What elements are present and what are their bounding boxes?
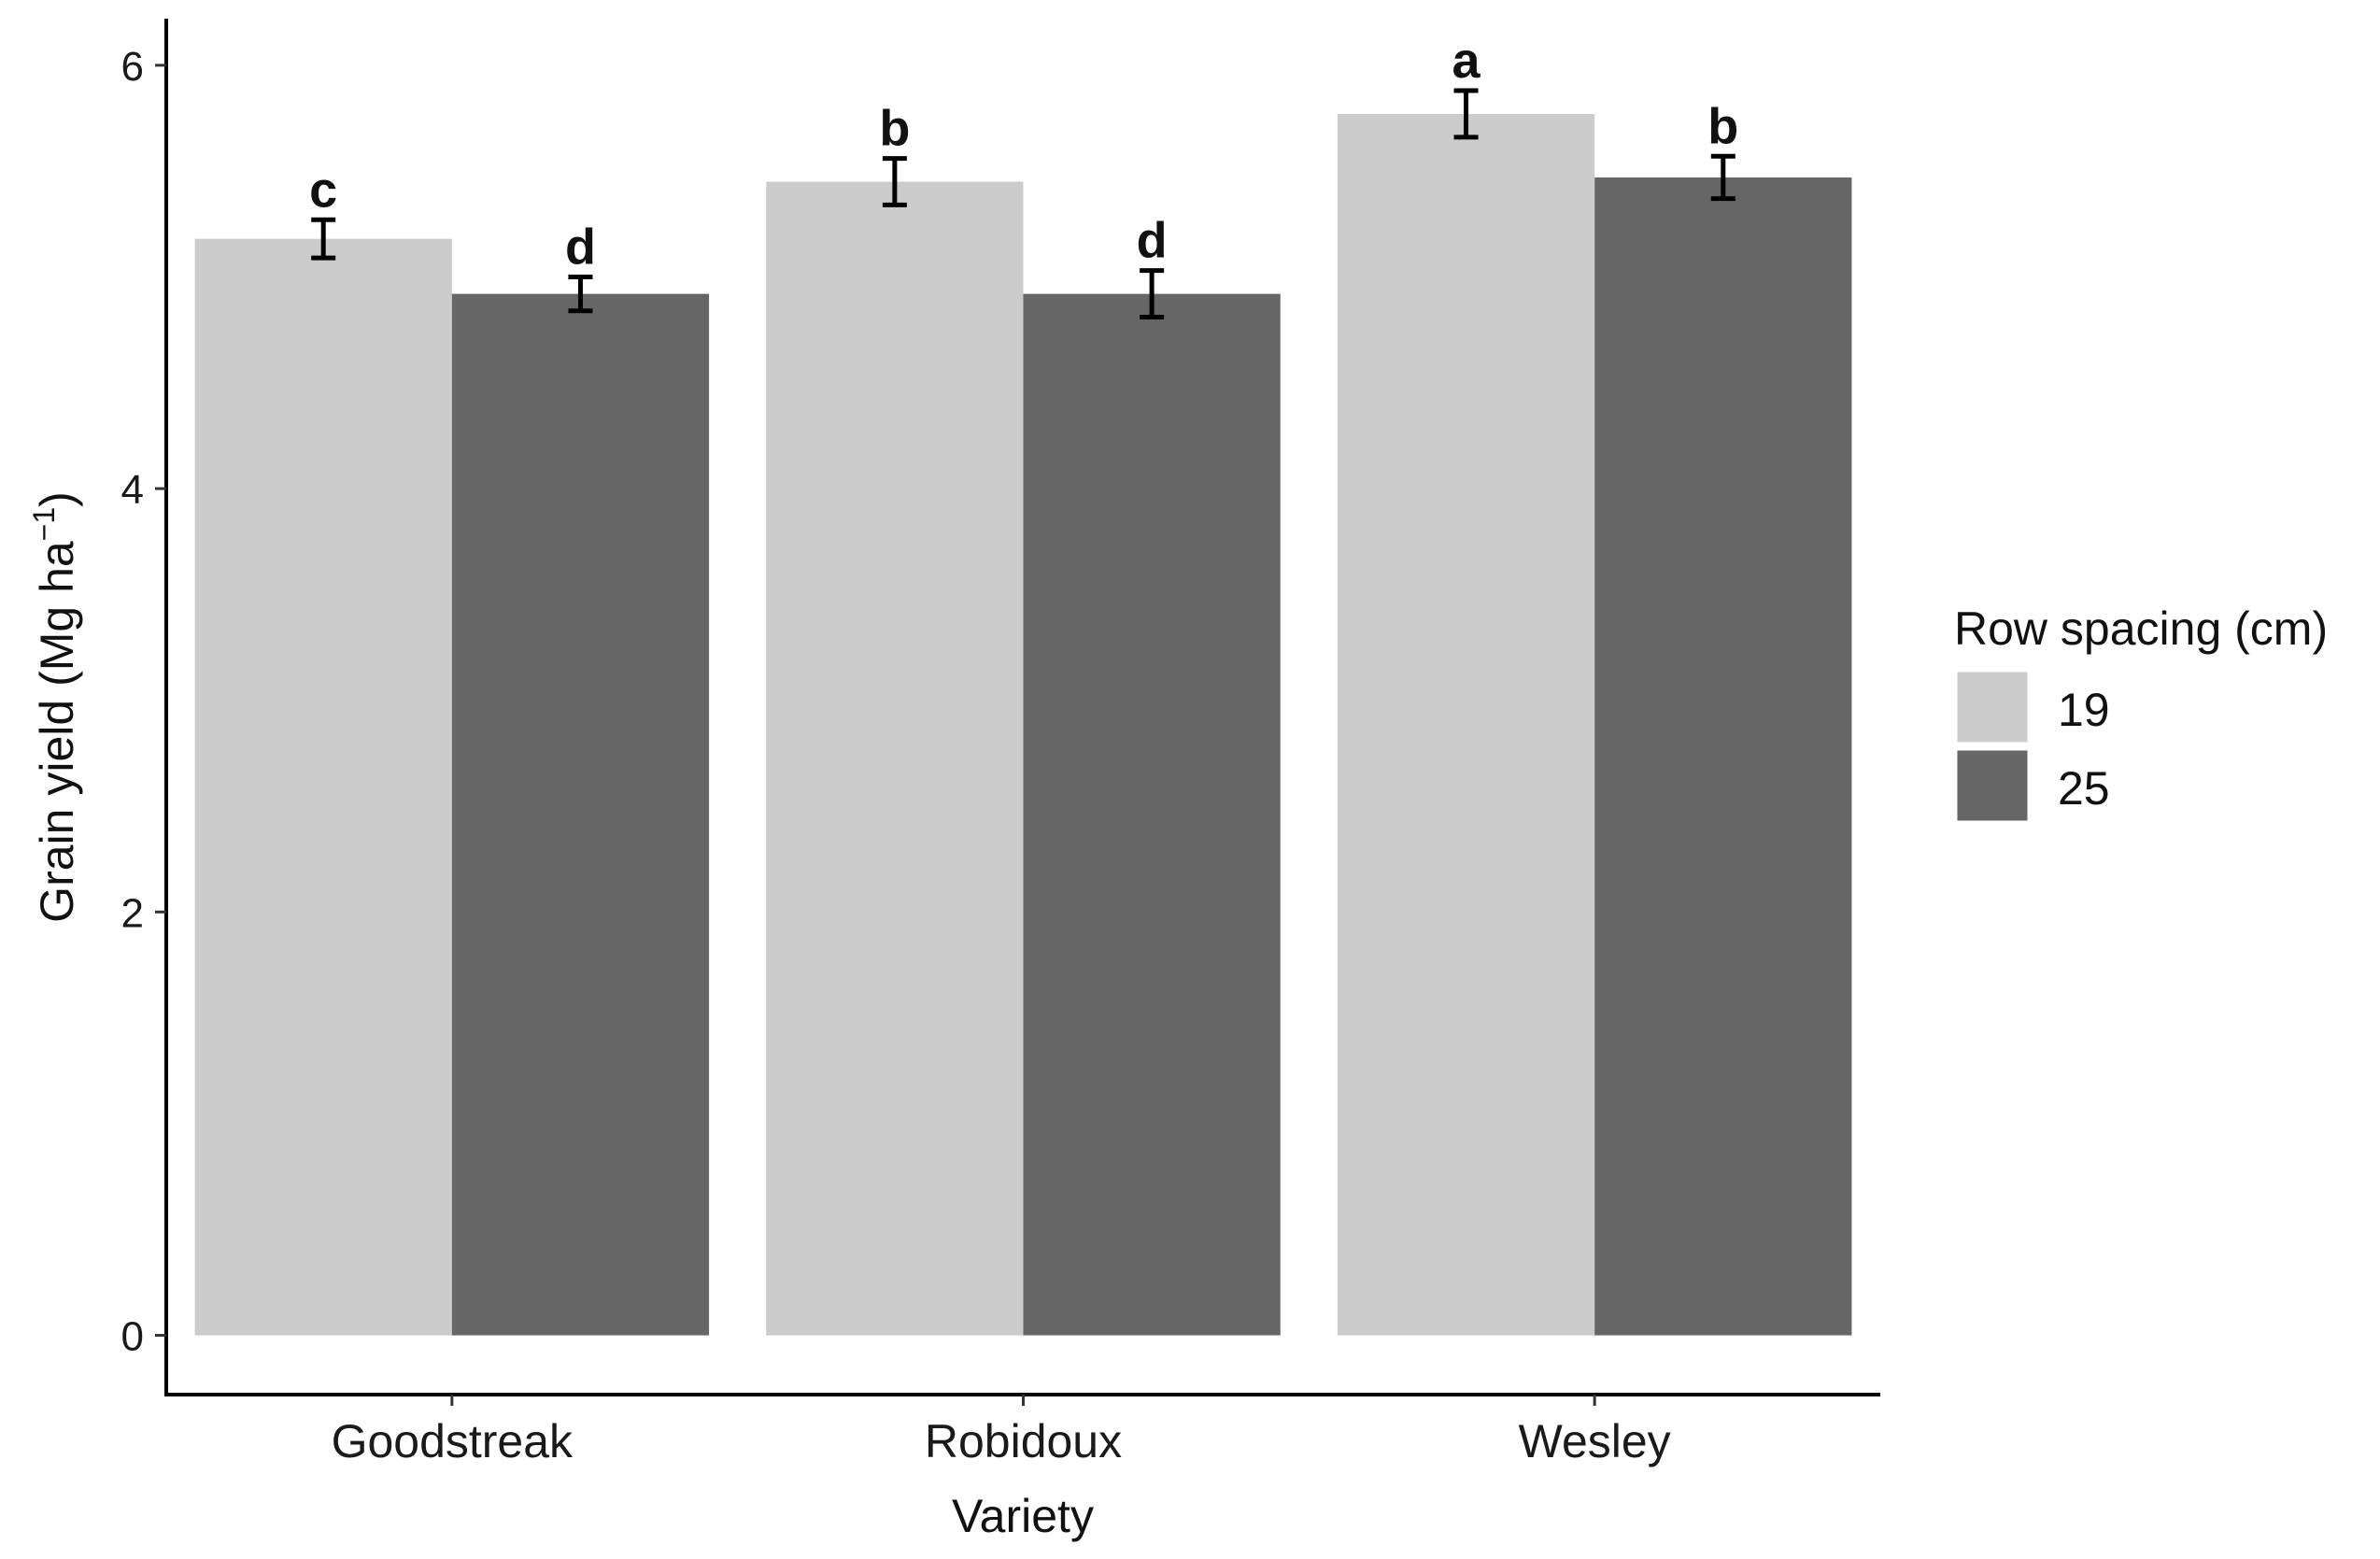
error-bar-goodstreak-19 [311, 217, 336, 261]
sig-letter-wesley-19: a [1452, 33, 1481, 89]
y-axis-title-superscript: −1 [27, 507, 61, 541]
bar-wesley-19 [1337, 113, 1595, 1336]
bar-goodstreak-25 [451, 293, 710, 1336]
sig-letter-wesley-25: b [1707, 98, 1738, 154]
legend: Row spacing (cm) 19 25 [1954, 602, 2328, 824]
bar-wesley-25 [1594, 177, 1852, 1336]
y-axis-title: Grain yield (Mg ha−1) [27, 491, 83, 923]
x-tick-label-goodstreak: Goodstreak [332, 1415, 574, 1467]
sig-letter-robidoux-25: d [1137, 213, 1168, 269]
bars-layer [194, 113, 1852, 1336]
y-ticks-layer: 0 2 4 6 [121, 44, 166, 1360]
bar-goodstreak-19 [194, 238, 452, 1336]
sig-letter-goodstreak-25: d [565, 219, 596, 275]
y-tick-label-0: 0 [121, 1314, 144, 1360]
error-bar-goodstreak-25 [568, 274, 593, 314]
y-axis-title-close: ) [31, 491, 83, 507]
sig-letter-goodstreak-19: c [309, 162, 337, 218]
error-bar-robidoux-25 [1140, 268, 1165, 320]
legend-title: Row spacing (cm) [1954, 602, 2328, 655]
legend-key-19 [1954, 669, 2031, 745]
error-bar-wesley-19 [1453, 88, 1479, 140]
legend-label-19: 19 [2058, 684, 2110, 736]
sig-letter-robidoux-19: b [879, 101, 910, 157]
x-tick-label-wesley: Wesley [1519, 1415, 1671, 1467]
x-tick-label-robidoux: Robidoux [925, 1415, 1122, 1467]
legend-key-25 [1954, 747, 2031, 824]
significance-letters-layer: c b a d d b [309, 33, 1738, 275]
y-tick-label-6: 6 [121, 44, 144, 90]
y-axis-title-main: Grain yield (Mg ha [31, 541, 83, 923]
y-tick-label-4: 4 [121, 467, 144, 513]
y-tick-label-2: 2 [121, 890, 144, 936]
error-bar-wesley-25 [1710, 153, 1735, 202]
x-ticks-layer: Goodstreak Robidoux Wesley [332, 1395, 1671, 1467]
bar-robidoux-19 [766, 181, 1024, 1336]
x-axis-title: Variety [952, 1490, 1094, 1542]
error-bars-layer [311, 88, 1735, 320]
legend-label-25: 25 [2058, 762, 2110, 815]
bar-robidoux-25 [1023, 293, 1281, 1336]
error-bar-robidoux-19 [882, 156, 907, 207]
